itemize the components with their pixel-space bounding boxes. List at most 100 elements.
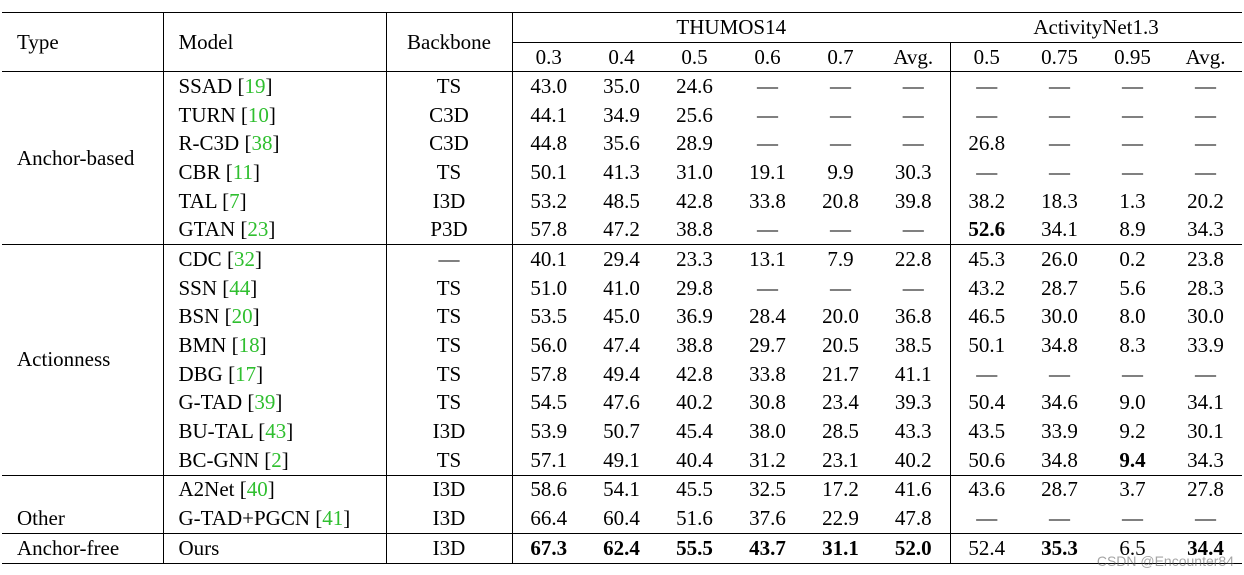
backbone-cell: TS	[385, 445, 512, 476]
activitynet-value-cell: 34.8	[1041, 333, 1078, 358]
thumos-value-cell: 41.6	[877, 474, 951, 505]
citation-link[interactable]: 2	[271, 447, 282, 472]
thumos-threshold-header: 0.3	[511, 42, 585, 72]
thumos-value-cell: 62.4	[585, 533, 658, 564]
activitynet-value-cell: 38.2	[949, 186, 1024, 216]
thumos-value-cell: 38.8	[676, 217, 713, 242]
citation-link[interactable]: 19	[244, 73, 266, 98]
citation-link[interactable]: 11	[232, 159, 254, 184]
backbone-cell: TS	[385, 359, 512, 389]
table-row: TURN [10] C3D 44.1 34.9 25.6 — — — — — — —	[2, 100, 1242, 130]
thumos-value-cell: 51.6	[676, 506, 713, 531]
activitynet-value-cell: —	[1195, 159, 1217, 184]
thumos-value-cell: 41.0	[603, 275, 640, 300]
activitynet-value-cell: 43.5	[949, 417, 1024, 446]
activitynet-value-cell: 34.3	[1187, 217, 1224, 242]
thumos-value-cell: 30.3	[894, 159, 932, 184]
activitynet-header: ActivityNet1.3	[950, 12, 1243, 43]
activitynet-value-cell: 27.8	[1169, 474, 1243, 505]
thumos-value-cell: 36.8	[894, 304, 932, 329]
citation-link[interactable]: 41	[322, 506, 344, 531]
thumos-value-cell: 48.5	[603, 188, 640, 213]
thumos-value-cell: —	[757, 131, 778, 156]
citation-link[interactable]: 20	[231, 304, 253, 329]
activitynet-threshold-header: 0.75	[1023, 42, 1097, 72]
activitynet-value-cell: 34.8	[1041, 447, 1078, 472]
table-row: BC-GNN [2] TS 57.1 49.1 40.4 31.2 23.1 40.2 50.6…	[2, 445, 1242, 476]
thumos-value-cell: —	[830, 217, 851, 242]
table-row: R-C3D [38] C3D 44.8 35.6 28.9 — — — 26.8 — — —	[2, 129, 1242, 159]
table-row: TAL [7] I3D 53.2 48.5 42.8 33.8 20.8 39.8 38.2 18…	[2, 186, 1242, 216]
thumos-value-cell: 44.1	[511, 100, 585, 130]
thumos-value-cell: 53.5	[511, 302, 585, 332]
thumos-value-cell: 30.8	[749, 390, 786, 415]
model-name: BSN	[178, 304, 220, 329]
thumos-value-cell: —	[757, 102, 778, 127]
thumos-threshold-header: 0.5	[658, 42, 731, 72]
backbone-cell: P3D	[385, 215, 512, 245]
model-cell: CBR [11]	[162, 158, 386, 187]
thumos-value-cell: 40.2	[676, 390, 713, 415]
thumos-value-cell: 28.4	[749, 304, 786, 329]
thumos-value-cell: 43.7	[731, 533, 804, 564]
citation-link[interactable]: 17	[235, 361, 257, 386]
thumos-threshold-header: Avg.	[877, 42, 951, 72]
activitynet-value-cell: 43.2	[949, 273, 1024, 303]
thumos-value-cell: 53.9	[511, 417, 585, 446]
activitynet-value-cell: —	[949, 100, 1024, 130]
model-name: BC-GNN	[178, 447, 260, 472]
activitynet-value-cell: —	[1049, 102, 1071, 127]
activitynet-value-cell: 0.2	[1096, 244, 1170, 274]
citation-link[interactable]: 43	[265, 419, 287, 444]
activitynet-value-cell: —	[1122, 361, 1144, 386]
activitynet-value-cell: 50.4	[949, 388, 1024, 418]
activitynet-value-cell: 5.6	[1119, 275, 1146, 300]
thumos-value-cell: 23.1	[822, 447, 859, 472]
table-row: Anchor-free Ours I3D 67.3 62.4 55.5 43.7 31.1 52…	[2, 533, 1243, 564]
thumos-value-cell: 25.6	[676, 102, 713, 127]
model-name: DBG	[178, 361, 223, 386]
model-cell: Ours	[162, 533, 386, 564]
thumos-value-cell: 32.5	[731, 474, 804, 505]
activitynet-value-cell: 34.1	[1187, 390, 1224, 415]
activitynet-value-cell: —	[949, 70, 1024, 101]
activitynet-value-cell: 34.4	[1169, 533, 1243, 564]
citation-link[interactable]: 23	[247, 217, 269, 242]
citation-link[interactable]: 40	[246, 477, 268, 502]
activitynet-value-cell: 8.3	[1119, 333, 1146, 358]
citation-link[interactable]: 18	[238, 333, 260, 358]
thumos-value-cell: 29.4	[585, 244, 658, 274]
model-cell: G-TAD+PGCN [41]	[162, 504, 386, 534]
thumos-value-cell: 20.8	[822, 188, 859, 213]
activitynet-value-cell: 9.2	[1119, 419, 1146, 444]
citation-link[interactable]: 7	[229, 188, 240, 213]
thumos-threshold-header: 0.6	[731, 42, 804, 72]
table-body: Anchor-based SSAD [19] TS 43.0 35.0 24.6— — — — —…	[2, 70, 1243, 564]
activitynet-value-cell: 30.1	[1187, 419, 1224, 444]
activitynet-value-cell: 46.5	[949, 302, 1024, 332]
thumos-value-cell: 47.6	[603, 390, 640, 415]
citation-link[interactable]: 39	[254, 390, 276, 415]
citation-link[interactable]: 10	[247, 102, 269, 127]
activitynet-value-cell: —	[1122, 159, 1144, 184]
backbone-cell: I3D	[385, 474, 512, 505]
activitynet-value-cell: 28.7	[1023, 474, 1097, 505]
citation-link[interactable]: 44	[229, 275, 251, 300]
thumos-value-cell: 35.6	[603, 131, 640, 156]
citation-link[interactable]: 32	[233, 246, 255, 271]
model-name: SSN	[178, 275, 218, 300]
model-cell: A2Net [40]	[162, 474, 386, 505]
thumos-value-cell: 38.5	[894, 333, 932, 358]
activitynet-value-cell: —	[1049, 131, 1071, 156]
thumos-value-cell: 56.0	[511, 331, 585, 360]
model-name: CBR	[178, 159, 221, 184]
table-row: Other A2Net [40] I3D 58.6 54.1 45.5 32.5 17.2 41…	[2, 474, 1243, 534]
thumos-value-cell: —	[757, 217, 778, 242]
backbone-cell: TS	[385, 158, 512, 187]
activitynet-value-cell: 8.9	[1119, 217, 1146, 242]
thumos-value-cell: 47.8	[894, 506, 932, 531]
thumos-value-cell: 33.8	[749, 361, 786, 386]
backbone-cell: TS	[385, 302, 512, 332]
activitynet-value-cell: 8.0	[1119, 304, 1146, 329]
citation-link[interactable]: 38	[251, 131, 273, 156]
